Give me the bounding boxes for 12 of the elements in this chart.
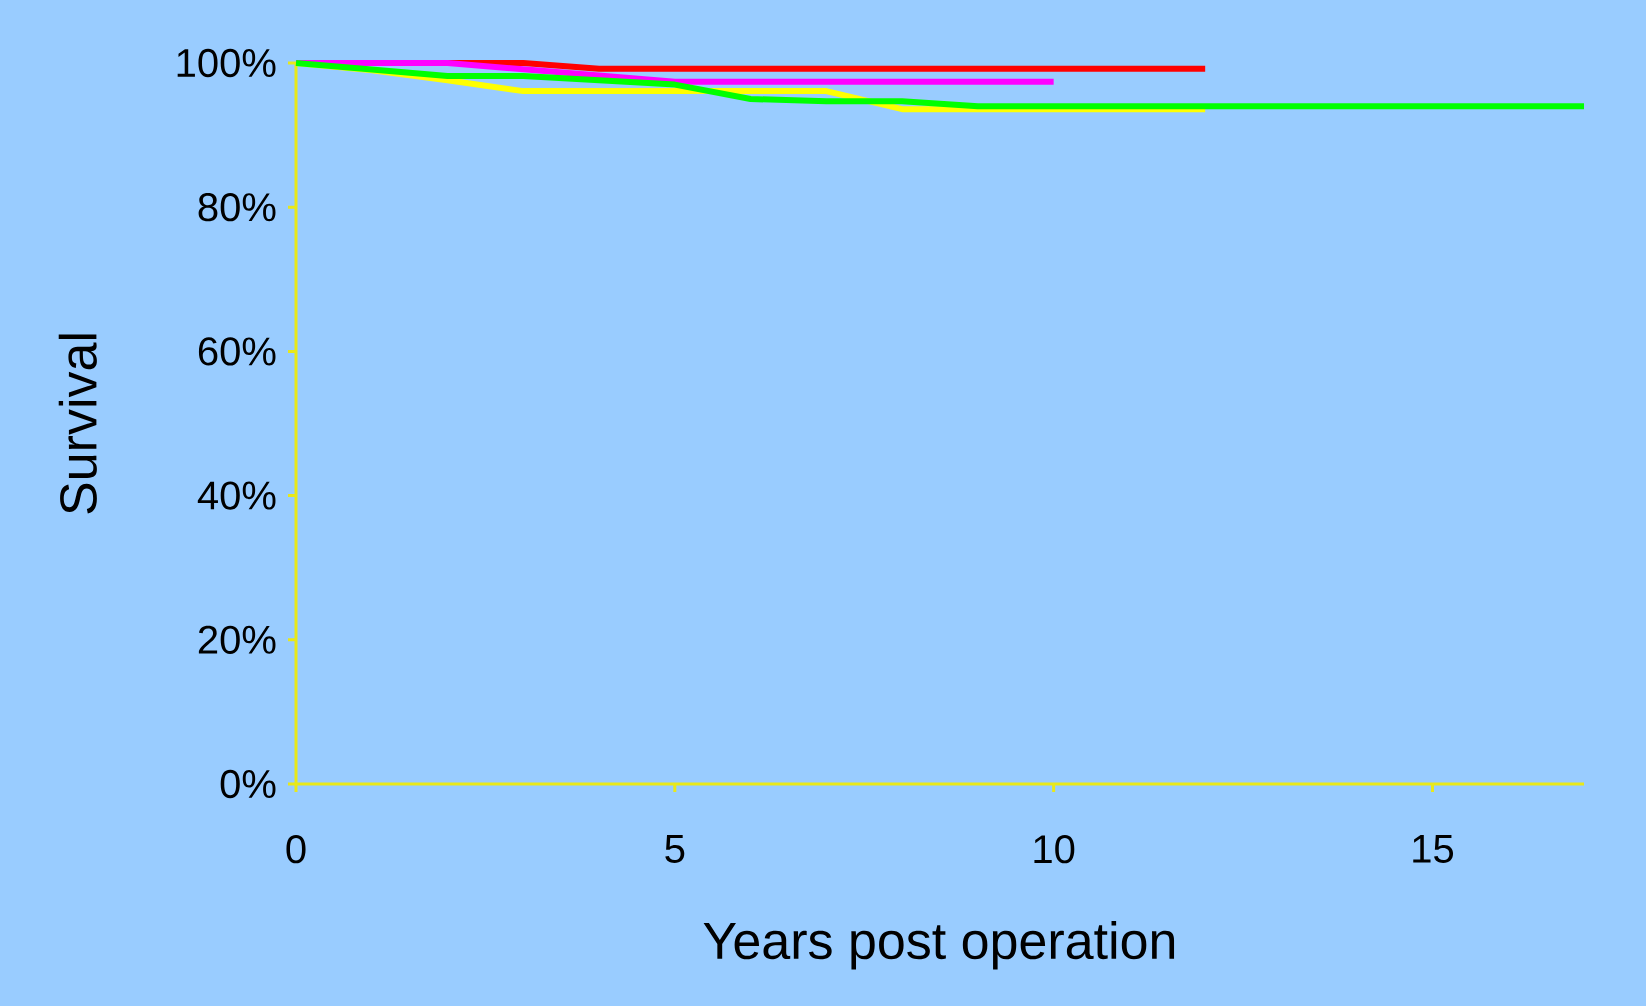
- y-tick-label: 60%: [198, 337, 276, 366]
- x-tick-label: 0: [286, 835, 306, 864]
- y-tick-label: 80%: [198, 193, 276, 222]
- x-tick-label: 10: [1034, 835, 1075, 864]
- x-tick-label: 15: [1413, 835, 1454, 863]
- y-tick-label: 0%: [220, 769, 276, 799]
- y-tick-label: 100%: [177, 48, 276, 78]
- y-tick-label: 40%: [197, 481, 276, 510]
- y-axis-title: Survival: [58, 334, 97, 514]
- x-tick-label: 5: [665, 835, 685, 863]
- y-tick-label: 20%: [198, 625, 276, 654]
- x-axis-title: Years post operation: [703, 921, 1175, 970]
